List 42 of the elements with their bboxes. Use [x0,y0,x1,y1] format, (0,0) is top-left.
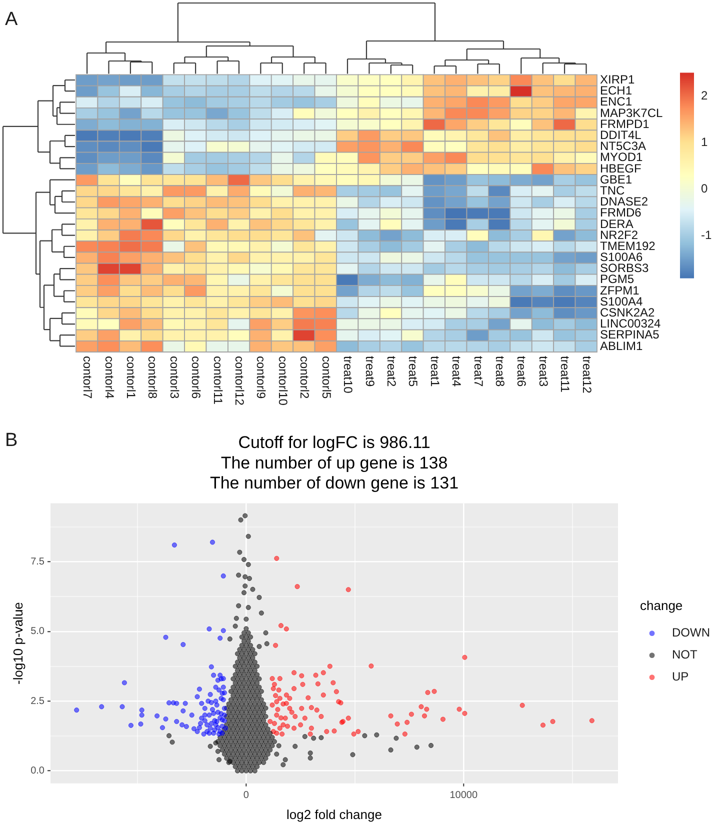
x-axis-title: log2 fold change [286,806,382,822]
x-tick-label: contorl3 [167,356,182,400]
x-tick-label: treat4 [450,356,464,388]
x-tick-label: contorl12 [232,356,246,406]
x-tick-label: 10000 [450,790,478,802]
x-tick-label: treat6 [514,356,529,388]
x-tick-label: contorl7 [80,356,95,400]
legend-label: UP [672,670,689,684]
x-tick-label: contorl4 [102,356,116,400]
x-tick-label: treat1 [428,356,442,388]
chart-title: Cutoff for logFC is 986.11 The number of up gene is 138 The number of down gene is 131 [210,432,459,493]
y-tick-label: 5.0 [30,626,45,638]
x-tick-label: treat10 [341,356,356,394]
x-tick-label: treat5 [406,356,420,388]
x-tick-label: treat8 [493,356,507,388]
x-tick-label: contorl11 [210,356,225,405]
legend-title: change [640,598,683,613]
x-tick-label: treat11 [558,356,572,393]
text: B [5,430,18,452]
x-tick-label: treat7 [471,356,486,388]
legend-label: DOWN [672,626,710,640]
x-tick-label: contorl5 [319,356,334,400]
y-tick-label: 7.5 [30,556,45,568]
color-bar-label: 1 [701,134,708,149]
x-tick-label: contorl9 [254,356,268,400]
x-tick-label: treat2 [384,356,398,388]
x-tick-label: contorl8 [146,356,160,400]
x-tick-label: contorl6 [189,356,204,400]
x-tick-label: treat3 [536,356,550,388]
text: A [5,9,18,30]
legend-label: NOT [672,648,698,662]
x-tick-label: contorl10 [276,356,290,406]
x-tick-label: contorl1 [124,356,138,400]
x-tick-label: treat9 [362,356,377,388]
color-bar-label: 0 [701,181,708,196]
x-tick-label: contorl2 [298,356,312,400]
y-axis-title: -log10 p-value [10,602,26,684]
color-bar-label: -1 [701,228,712,242]
color-bar-label: 2 [701,88,708,102]
x-tick-label: treat12 [580,356,594,394]
y-tick-label: 0.0 [30,766,45,777]
y-tick-label: 2.5 [30,696,45,707]
